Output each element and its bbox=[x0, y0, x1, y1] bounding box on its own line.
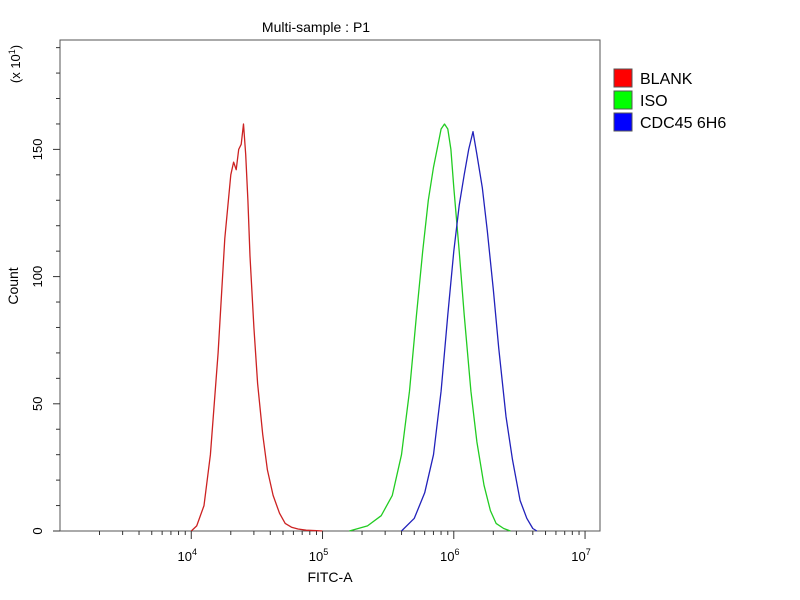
legend: BLANK ISO CDC45 6H6 bbox=[613, 68, 726, 132]
legend-label: CDC45 6H6 bbox=[640, 115, 726, 132]
series-layer bbox=[190, 123, 538, 532]
y-multiplier-label: (x 101) bbox=[7, 45, 23, 83]
x-tick-exp: 7 bbox=[586, 547, 591, 557]
x-tick-label: 105 bbox=[309, 547, 328, 564]
x-tick-exp: 4 bbox=[192, 547, 197, 557]
series-line-cdc45-6h6 bbox=[401, 130, 538, 532]
x-tick-label: 107 bbox=[571, 547, 590, 564]
plot-frame bbox=[59, 39, 601, 532]
series-line-iso bbox=[349, 123, 511, 532]
x-tick-exp: 5 bbox=[323, 547, 328, 557]
x-tick-base: 10 bbox=[440, 549, 454, 564]
legend-swatch bbox=[613, 68, 633, 88]
y-tick-label: 50 bbox=[30, 397, 45, 411]
x-tick-base: 10 bbox=[571, 549, 585, 564]
y-tick-label: 100 bbox=[30, 266, 45, 288]
y-tick-label: 0 bbox=[30, 527, 45, 534]
legend-swatch bbox=[613, 90, 633, 110]
chart-title: Multi-sample : P1 bbox=[262, 19, 370, 35]
x-tick-base: 10 bbox=[309, 549, 323, 564]
y-multiplier-close: ) bbox=[8, 45, 23, 49]
y-multiplier-base: (x 10 bbox=[8, 54, 23, 83]
legend-label: BLANK bbox=[640, 71, 693, 88]
x-axis-label: FITC-A bbox=[307, 569, 353, 585]
y-axis-label: Count bbox=[5, 267, 21, 304]
x-tick-base: 10 bbox=[178, 549, 192, 564]
y-tick-label: 150 bbox=[30, 139, 45, 161]
y-multiplier-exp: 1 bbox=[7, 49, 17, 54]
legend-label: ISO bbox=[640, 93, 668, 110]
x-tick-label: 104 bbox=[178, 547, 197, 564]
x-tick-label: 106 bbox=[440, 547, 459, 564]
x-tick-exp: 6 bbox=[455, 547, 460, 557]
legend-swatch bbox=[613, 112, 633, 132]
series-line-blank bbox=[190, 123, 323, 532]
